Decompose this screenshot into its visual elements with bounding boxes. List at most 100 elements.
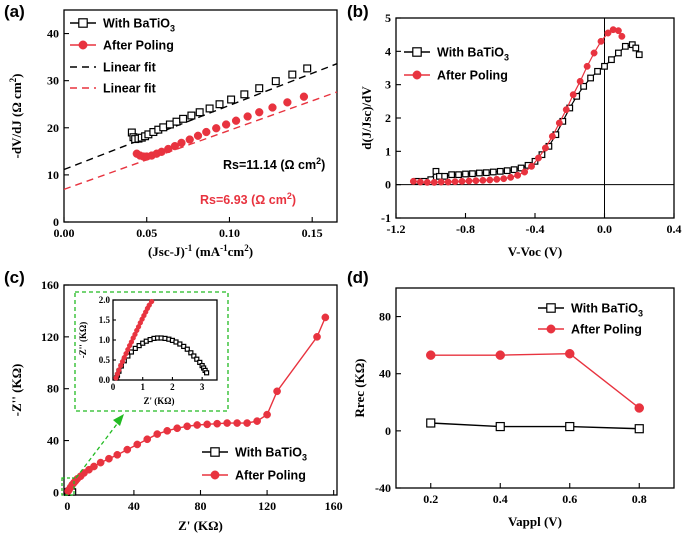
y-tick-label-a: 0 <box>53 215 59 229</box>
x-tick-label-d: 0.6 <box>562 492 577 506</box>
rs-annotation-2: Rs=6.93 (Ω cm2) <box>200 191 296 207</box>
legend-c-2-label: After Poling <box>235 469 306 483</box>
data-point-a-0 <box>165 120 174 129</box>
data-point-b-1 <box>604 29 612 37</box>
data-point-c-1 <box>253 417 261 425</box>
data-point-a-1 <box>299 92 309 101</box>
inset-point-1 <box>146 302 152 308</box>
data-point-b-1 <box>451 178 459 186</box>
data-point-c-1 <box>203 420 212 429</box>
legend-d-1-label: With BaTiO3 <box>571 302 643 319</box>
data-point-a-0 <box>179 114 188 123</box>
y-tick-label-c: 40 <box>47 434 59 448</box>
y-tick-label-c: 80 <box>47 382 59 396</box>
data-point-d-1 <box>565 348 575 359</box>
y-tick-label-c: 0 <box>53 485 59 499</box>
data-point-a-0 <box>271 77 280 86</box>
y-tick-label-d: 80 <box>379 310 391 324</box>
panel-label-b: (b) <box>347 2 369 21</box>
data-point-d-1 <box>495 350 505 360</box>
data-point-b-1 <box>430 178 438 186</box>
data-point-a-1 <box>202 127 211 137</box>
inset-point-0 <box>184 346 190 352</box>
legend-a-4-label: Linear fit <box>103 82 157 96</box>
data-point-d-1 <box>634 403 644 413</box>
data-point-b-0 <box>448 171 455 179</box>
data-point-b-0 <box>482 169 490 177</box>
inset-x-label: Z' (KΩ) <box>144 396 175 406</box>
data-point-b-1 <box>597 37 605 45</box>
data-point-b-1 <box>416 178 424 186</box>
data-point-a-0 <box>187 111 196 120</box>
data-point-b-1 <box>472 177 480 185</box>
panel-label-a: (a) <box>4 2 25 21</box>
x-tick-label-a: 0.15 <box>302 226 323 240</box>
data-point-b-1 <box>528 162 535 170</box>
data-point-c-1 <box>90 462 98 471</box>
x-tick-label-d: 0.2 <box>423 492 438 506</box>
data-point-b-1 <box>548 132 556 140</box>
data-point-a-1 <box>268 103 277 112</box>
panel-d: 0.2 0.4 0.6 0.8 -40 0 40 80 (d) With BaTiO3 After … <box>347 268 675 529</box>
x-tick-label-c: 80 <box>195 499 207 513</box>
plot-frame-d <box>395 287 675 489</box>
legend-b-2-label: After Poling <box>437 69 508 83</box>
data-point-a-1 <box>177 138 186 148</box>
y-tick-label-b: 2 <box>385 111 391 125</box>
inset-y-label: -Z'' (KΩ) <box>78 322 88 358</box>
data-point-c-1 <box>223 419 231 427</box>
x-tick-label-a: 0.10 <box>219 226 240 240</box>
legend-c-2-marker <box>210 470 220 480</box>
y-tick-label-b: 0 <box>385 178 391 192</box>
x-tick-label-a: 0.05 <box>136 226 157 240</box>
data-point-b-0 <box>432 167 440 175</box>
fit-line-a-1 <box>63 91 338 191</box>
zoom-region-box <box>61 477 75 496</box>
legend-c-1-marker <box>210 447 220 457</box>
inset-point-1 <box>148 298 155 305</box>
data-point-c-1 <box>105 454 113 463</box>
data-point-c-1 <box>133 440 142 449</box>
legend-a-1-marker <box>78 18 88 28</box>
data-point-d-0 <box>565 421 575 432</box>
x-tick-label-c: 40 <box>128 499 140 513</box>
data-point-b-1 <box>458 177 466 185</box>
data-point-c-1 <box>153 430 162 438</box>
y-tick-label-c-inset: 2.0 <box>99 295 111 305</box>
x-tick-label-b: -1.2 <box>387 222 406 236</box>
data-point-b-0 <box>489 168 497 176</box>
data-point-a-1 <box>243 112 252 121</box>
data-point-c-1 <box>163 426 172 435</box>
data-point-c-1 <box>173 424 182 433</box>
plot-frame-a <box>63 9 338 223</box>
data-point-c-1 <box>183 422 192 431</box>
panel-a: 0.00 0.05 0.10 0.15 0 10 20 30 40 (a) With BaTiO3 A… <box>4 2 338 259</box>
zoom-arrow-line <box>75 419 121 479</box>
x-tick-label-c-inset: 3 <box>200 382 205 392</box>
x-tick-label-b: -0.8 <box>456 222 475 236</box>
y-tick-label-b: 4 <box>385 44 391 58</box>
inset-point-0 <box>204 370 210 376</box>
y-axis-label-a: -dV/dJ (Ω cm2) <box>8 74 24 159</box>
data-point-b-0 <box>632 44 640 52</box>
data-point-b-1 <box>500 175 508 183</box>
y-tick-label-b: 1 <box>385 144 391 158</box>
y-axis-label-b: d(J/Jsc)/dV <box>359 86 374 150</box>
data-point-b-0 <box>580 82 588 90</box>
inset-point-0 <box>128 349 135 355</box>
x-tick-label-a: 0.00 <box>54 226 75 240</box>
x-tick-label-d: 0.8 <box>632 492 647 506</box>
data-point-c-1 <box>233 419 241 427</box>
data-point-b-1 <box>423 178 431 186</box>
x-axis-label-a: (Jsc-J)-1 (mA-1cm2) <box>148 243 253 259</box>
x-tick-label-c-inset: 0 <box>111 382 116 392</box>
inset-point-0 <box>188 350 194 356</box>
data-point-b-0 <box>476 169 483 177</box>
x-axis-label-c: Z' (KΩ) <box>178 518 223 533</box>
y-tick-label-d: -40 <box>375 481 391 495</box>
data-point-a-1 <box>212 124 221 133</box>
y-tick-label-d: 40 <box>379 367 391 381</box>
data-point-a-0 <box>215 100 224 109</box>
data-point-d-0 <box>495 421 505 432</box>
